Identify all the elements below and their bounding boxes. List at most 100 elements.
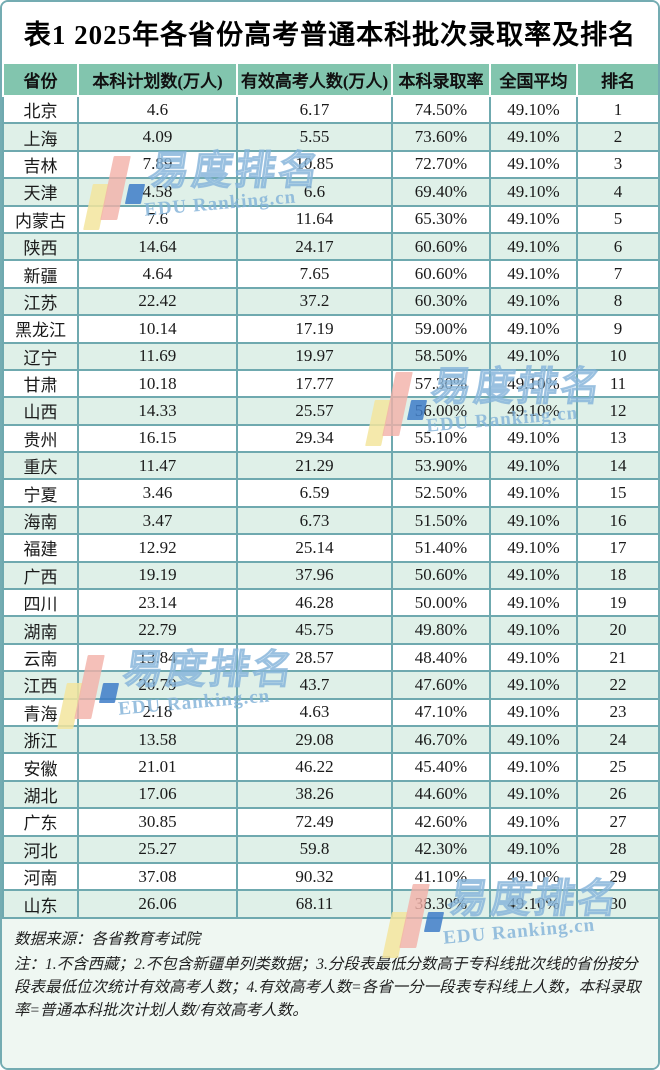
value-cell: 49.10% [489, 642, 578, 673]
value-cell: 5.55 [236, 122, 393, 152]
table-body: 北京 4.6 6.17 74.50% 49.10% 1 上海 4.09 5.55 73.60% 49… [2, 94, 658, 919]
value-cell: 25 [576, 752, 658, 782]
value-cell: 29.34 [236, 423, 393, 454]
province-cell: 吉林 [2, 149, 79, 180]
value-cell: 7.65 [236, 259, 393, 289]
province-cell: 宁夏 [2, 478, 79, 508]
value-cell: 23 [576, 697, 658, 727]
value-cell: 73.60% [391, 122, 491, 152]
value-cell: 49.10% [489, 588, 578, 618]
header-cell: 全国平均 [489, 62, 578, 97]
value-cell: 49.10% [489, 670, 578, 700]
province-cell: 贵州 [2, 423, 79, 454]
province-cell: 安徽 [2, 752, 79, 782]
table-row: 浙江 13.58 29.08 46.70% 49.10% 24 [2, 724, 658, 755]
table-row: 广东 30.85 72.49 42.60% 49.10% 27 [2, 807, 658, 837]
value-cell: 46.70% [391, 724, 491, 755]
value-cell: 49.10% [489, 423, 578, 454]
value-cell: 11.64 [236, 204, 393, 234]
province-cell: 湖南 [2, 615, 79, 645]
value-cell: 11.69 [77, 341, 238, 371]
table-row: 山西 14.33 25.57 56.00% 49.10% 12 [2, 396, 658, 426]
province-cell: 北京 [2, 94, 79, 125]
value-cell: 27 [576, 807, 658, 837]
table-row: 江西 20.79 43.7 47.60% 49.10% 22 [2, 670, 658, 700]
value-cell: 49.10% [489, 779, 578, 810]
value-cell: 14 [576, 451, 658, 481]
value-cell: 49.10% [489, 889, 578, 919]
table-row: 吉林 7.89 10.85 72.70% 49.10% 3 [2, 149, 658, 180]
value-cell: 11.47 [77, 451, 238, 481]
value-cell: 16.15 [77, 423, 238, 454]
value-cell: 42.30% [391, 834, 491, 864]
header-cell: 本科计划数(万人) [77, 62, 238, 97]
value-cell: 10 [576, 341, 658, 371]
value-cell: 6.6 [236, 177, 393, 207]
value-cell: 4.64 [77, 259, 238, 289]
value-cell: 15 [576, 478, 658, 508]
header-cell: 本科录取率 [391, 62, 491, 97]
table-row: 广西 19.19 37.96 50.60% 49.10% 18 [2, 560, 658, 591]
header-cell: 排名 [576, 62, 658, 97]
value-cell: 72.70% [391, 149, 491, 180]
value-cell: 60.60% [391, 259, 491, 289]
value-cell: 11 [576, 368, 658, 399]
table-row: 四川 23.14 46.28 50.00% 49.10% 19 [2, 588, 658, 618]
province-cell: 辽宁 [2, 341, 79, 371]
value-cell: 37.08 [77, 861, 238, 892]
value-cell: 72.49 [236, 807, 393, 837]
value-cell: 19.97 [236, 341, 393, 371]
value-cell: 2.18 [77, 697, 238, 727]
value-cell: 4.09 [77, 122, 238, 152]
value-cell: 12 [576, 396, 658, 426]
value-cell: 60.30% [391, 286, 491, 317]
table-row: 河北 25.27 59.8 42.30% 49.10% 28 [2, 834, 658, 864]
value-cell: 49.80% [391, 615, 491, 645]
value-cell: 25.27 [77, 834, 238, 864]
value-cell: 45.75 [236, 615, 393, 645]
value-cell: 49.10% [489, 451, 578, 481]
value-cell: 46.22 [236, 752, 393, 782]
value-cell: 3 [576, 149, 658, 180]
value-cell: 14.64 [77, 231, 238, 262]
value-cell: 51.40% [391, 533, 491, 563]
value-cell: 7 [576, 259, 658, 289]
value-cell: 49.10% [489, 177, 578, 207]
value-cell: 56.00% [391, 396, 491, 426]
value-cell: 44.60% [391, 779, 491, 810]
value-cell: 49.10% [489, 861, 578, 892]
value-cell: 49.10% [489, 368, 578, 399]
value-cell: 6.59 [236, 478, 393, 508]
table-row: 甘肃 10.18 17.77 57.30% 49.10% 11 [2, 368, 658, 399]
admission-rate-table: 省份 本科计划数(万人) 有效高考人数(万人) 本科录取率 全国平均 排名 北京 4.6 6.… [2, 62, 658, 919]
province-cell: 陕西 [2, 231, 79, 262]
table-row: 湖北 17.06 38.26 44.60% 49.10% 26 [2, 779, 658, 810]
value-cell: 49.10% [489, 231, 578, 262]
table-row: 黑龙江 10.14 17.19 59.00% 49.10% 9 [2, 314, 658, 344]
value-cell: 4.58 [77, 177, 238, 207]
value-cell: 60.60% [391, 231, 491, 262]
value-cell: 20 [576, 615, 658, 645]
table-row: 宁夏 3.46 6.59 52.50% 49.10% 15 [2, 478, 658, 508]
province-cell: 浙江 [2, 724, 79, 755]
value-cell: 49.10% [489, 807, 578, 837]
province-cell: 江西 [2, 670, 79, 700]
value-cell: 4.63 [236, 697, 393, 727]
table-row: 青海 2.18 4.63 47.10% 49.10% 23 [2, 697, 658, 727]
value-cell: 49.10% [489, 259, 578, 289]
value-cell: 49.10% [489, 834, 578, 864]
province-cell: 福建 [2, 533, 79, 563]
province-cell: 上海 [2, 122, 79, 152]
value-cell: 49.10% [489, 149, 578, 180]
value-cell: 21 [576, 642, 658, 673]
footer-notes: 数据来源：各省教育考试院 注：1.不含西藏；2.不包含新疆单列类数据；3.分段表… [2, 918, 658, 1068]
value-cell: 22.42 [77, 286, 238, 317]
value-cell: 47.10% [391, 697, 491, 727]
value-cell: 26 [576, 779, 658, 810]
table-row: 江苏 22.42 37.2 60.30% 49.10% 8 [2, 286, 658, 317]
value-cell: 41.10% [391, 861, 491, 892]
table-row: 山东 26.06 68.11 38.30% 49.10% 30 [2, 889, 658, 919]
value-cell: 22.79 [77, 615, 238, 645]
value-cell: 57.30% [391, 368, 491, 399]
value-cell: 29.08 [236, 724, 393, 755]
